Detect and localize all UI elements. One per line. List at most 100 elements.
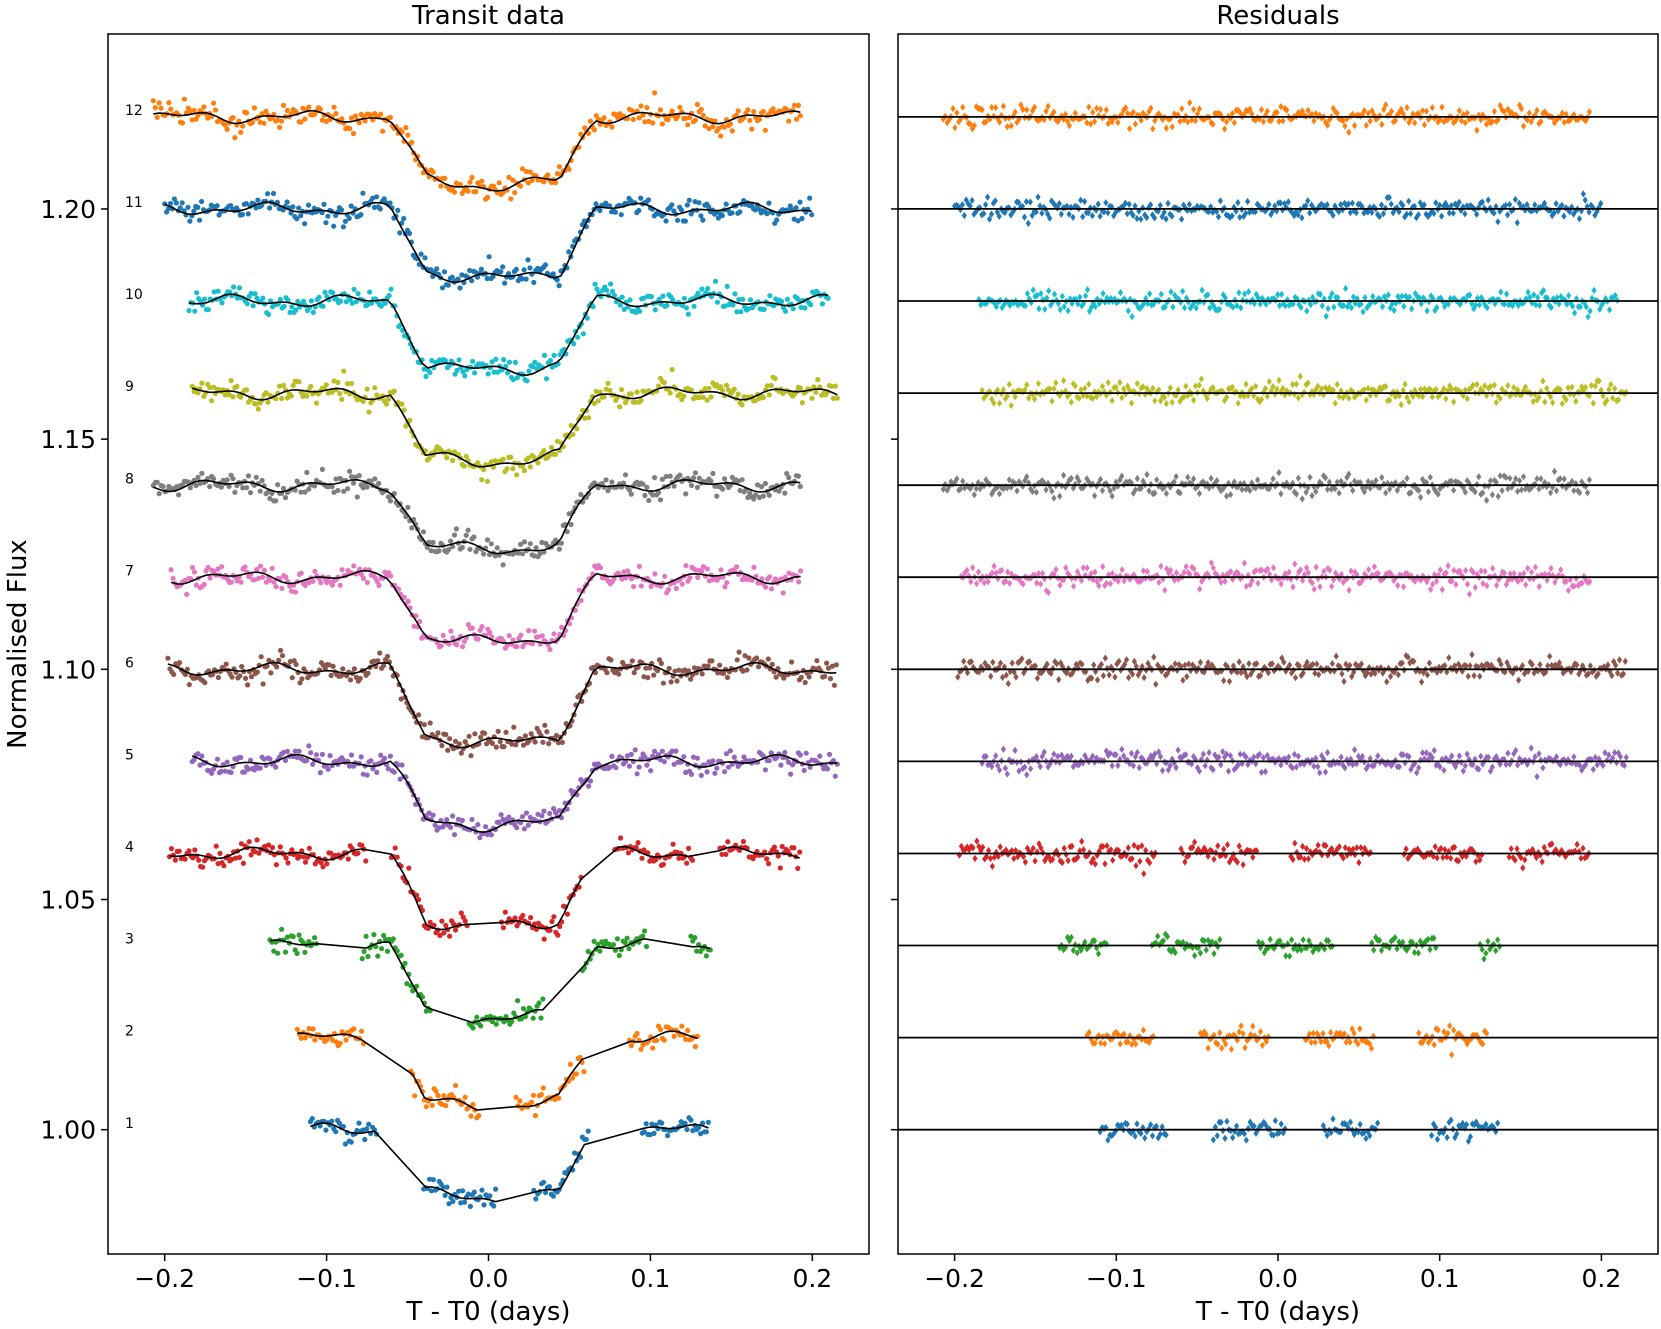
residual-point bbox=[1352, 851, 1358, 859]
data-point bbox=[224, 477, 230, 483]
data-point bbox=[641, 295, 647, 301]
data-point bbox=[299, 676, 305, 682]
data-point bbox=[706, 204, 712, 210]
residual-point bbox=[1247, 581, 1253, 589]
residual-point bbox=[1205, 1044, 1211, 1052]
data-point bbox=[677, 391, 683, 397]
residual-point bbox=[1514, 845, 1520, 853]
residual-point bbox=[1610, 754, 1616, 762]
data-point bbox=[776, 488, 782, 494]
data-point bbox=[762, 480, 769, 487]
data-point bbox=[705, 286, 711, 292]
data-point bbox=[766, 861, 772, 867]
data-point bbox=[355, 850, 361, 856]
data-point bbox=[539, 633, 545, 639]
residual-point bbox=[1388, 761, 1395, 770]
data-point bbox=[294, 754, 300, 761]
residual-point bbox=[1196, 767, 1202, 775]
data-point bbox=[165, 655, 171, 661]
residual-point bbox=[1251, 1122, 1257, 1130]
data-point bbox=[568, 521, 574, 528]
data-point bbox=[723, 382, 730, 388]
residual-point bbox=[981, 579, 987, 587]
data-point bbox=[168, 567, 174, 573]
data-point bbox=[771, 844, 778, 850]
data-point bbox=[414, 983, 420, 989]
residual-point bbox=[1080, 759, 1086, 767]
data-point bbox=[469, 816, 475, 823]
residual-point bbox=[1223, 1040, 1229, 1048]
residual-point bbox=[1044, 660, 1050, 668]
residual-point bbox=[1479, 945, 1485, 954]
data-point bbox=[300, 105, 306, 111]
data-point bbox=[439, 918, 445, 924]
data-point bbox=[186, 682, 192, 688]
residual-point bbox=[986, 846, 992, 855]
data-point bbox=[260, 295, 266, 301]
data-point bbox=[450, 1198, 456, 1204]
residual-point bbox=[1422, 852, 1429, 860]
residual-point bbox=[1257, 944, 1264, 952]
residual-point bbox=[1098, 1039, 1104, 1047]
data-point bbox=[199, 470, 205, 476]
residual-point bbox=[1131, 657, 1137, 666]
residual-point bbox=[1298, 566, 1304, 574]
data-point bbox=[530, 1092, 537, 1098]
residual-point bbox=[1451, 1026, 1457, 1034]
data-point bbox=[250, 303, 256, 309]
residual-point bbox=[1032, 857, 1038, 865]
residual-point bbox=[1204, 570, 1211, 578]
data-point bbox=[257, 119, 263, 125]
data-point bbox=[832, 773, 838, 779]
residual-point bbox=[997, 843, 1003, 851]
data-point bbox=[694, 101, 701, 107]
residual-point bbox=[1040, 569, 1046, 578]
data-point bbox=[578, 597, 584, 604]
data-point bbox=[184, 591, 190, 598]
residual-point bbox=[1431, 934, 1437, 942]
data-point bbox=[740, 838, 747, 845]
data-point bbox=[628, 491, 634, 497]
residual-point bbox=[1203, 1030, 1209, 1039]
residual-point bbox=[1218, 578, 1224, 586]
data-point bbox=[798, 304, 804, 310]
data-point bbox=[409, 139, 415, 145]
residual-point bbox=[1192, 952, 1198, 960]
data-point bbox=[756, 664, 762, 670]
residual-point bbox=[1441, 1028, 1447, 1036]
data-point bbox=[338, 207, 345, 213]
data-point bbox=[616, 952, 622, 959]
residual-point bbox=[1357, 1025, 1363, 1033]
data-point bbox=[212, 107, 219, 113]
data-point bbox=[373, 944, 379, 950]
data-point bbox=[215, 674, 221, 681]
data-point bbox=[275, 117, 281, 123]
residual-point bbox=[1197, 658, 1203, 666]
data-point bbox=[181, 96, 187, 102]
residual-point bbox=[1059, 859, 1065, 867]
data-point bbox=[661, 759, 667, 765]
data-point bbox=[542, 262, 549, 268]
data-point bbox=[320, 864, 326, 870]
data-point bbox=[364, 772, 370, 778]
data-point bbox=[482, 730, 488, 736]
data-point bbox=[270, 190, 277, 197]
residual-point bbox=[1347, 661, 1353, 669]
data-point bbox=[348, 203, 354, 209]
residual-point bbox=[1170, 945, 1176, 953]
data-point bbox=[671, 483, 677, 489]
residual-point bbox=[1175, 746, 1181, 754]
residual-point bbox=[1550, 662, 1557, 671]
data-point bbox=[306, 1025, 312, 1032]
data-point bbox=[710, 470, 716, 477]
data-point bbox=[451, 532, 458, 538]
data-point bbox=[682, 218, 689, 224]
residual-point bbox=[1112, 673, 1118, 681]
data-point bbox=[452, 1082, 459, 1089]
data-point bbox=[302, 116, 308, 122]
data-point bbox=[298, 489, 304, 495]
data-point bbox=[685, 311, 691, 317]
residual-point bbox=[1438, 667, 1444, 675]
data-point bbox=[214, 203, 220, 209]
data-point bbox=[340, 1123, 346, 1130]
